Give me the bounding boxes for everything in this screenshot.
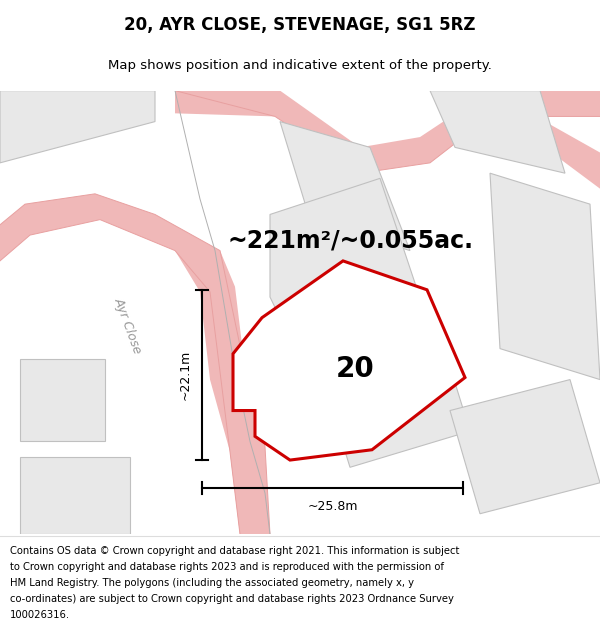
Polygon shape: [450, 379, 600, 514]
Polygon shape: [20, 359, 105, 441]
Text: ~221m²/~0.055ac.: ~221m²/~0.055ac.: [227, 228, 473, 253]
Text: ~25.8m: ~25.8m: [307, 501, 358, 513]
Polygon shape: [230, 452, 260, 534]
Text: HM Land Registry. The polygons (including the associated geometry, namely x, y: HM Land Registry. The polygons (includin…: [10, 578, 414, 588]
Text: 20: 20: [335, 355, 374, 383]
Text: ~22.1m: ~22.1m: [179, 350, 192, 400]
Polygon shape: [0, 91, 155, 163]
Polygon shape: [310, 302, 470, 468]
Text: 20, AYR CLOSE, STEVENAGE, SG1 5RZ: 20, AYR CLOSE, STEVENAGE, SG1 5RZ: [124, 16, 476, 34]
Text: Map shows position and indicative extent of the property.: Map shows position and indicative extent…: [108, 59, 492, 72]
Text: 100026316.: 100026316.: [10, 609, 70, 619]
Text: Ayr Close: Ayr Close: [112, 296, 144, 356]
Polygon shape: [490, 91, 600, 189]
Polygon shape: [0, 194, 270, 534]
Polygon shape: [280, 122, 410, 251]
Text: to Crown copyright and database rights 2023 and is reproduced with the permissio: to Crown copyright and database rights 2…: [10, 562, 444, 572]
Polygon shape: [490, 173, 600, 379]
Polygon shape: [175, 91, 600, 173]
Polygon shape: [430, 91, 565, 173]
Text: co-ordinates) are subject to Crown copyright and database rights 2023 Ordnance S: co-ordinates) are subject to Crown copyr…: [10, 594, 454, 604]
Polygon shape: [20, 457, 130, 534]
Text: Contains OS data © Crown copyright and database right 2021. This information is : Contains OS data © Crown copyright and d…: [10, 546, 460, 556]
Polygon shape: [233, 261, 465, 460]
Polygon shape: [270, 178, 430, 364]
